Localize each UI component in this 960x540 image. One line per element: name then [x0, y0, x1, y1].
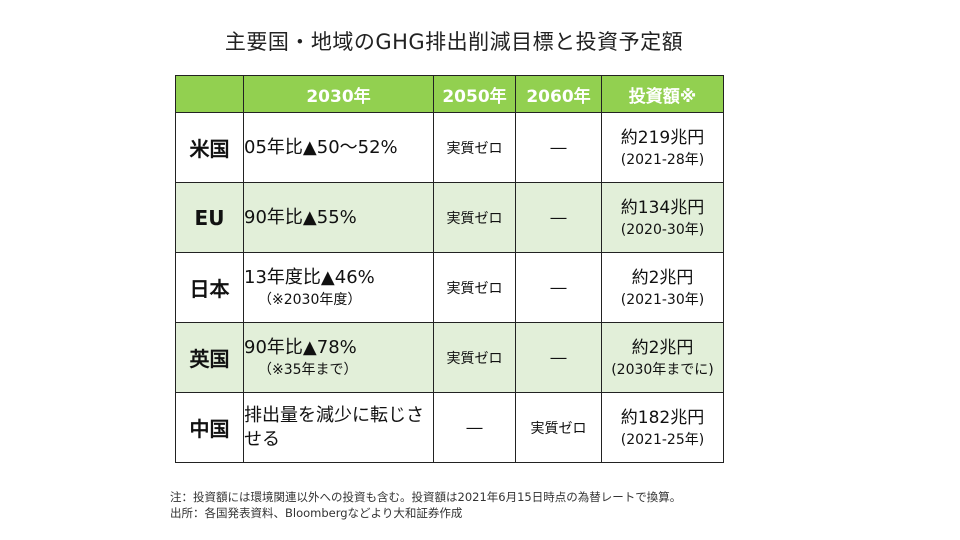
country-cell: 日本 [175, 252, 244, 323]
country-cell: 中国 [175, 392, 244, 463]
target-2030-text: 05年比▲50～52% [244, 136, 398, 158]
page-title: 主要国・地域のGHG排出削減目標と投資予定額 [224, 30, 684, 54]
investment-amount: 約134兆円 [620, 197, 705, 218]
target-2030-text: 90年比▲55% [244, 206, 357, 228]
investment-cell: 約2兆円 (2030年までに) [601, 322, 724, 393]
target-2030-text: 13年度比▲46% [244, 266, 375, 288]
investment-amount: 約2兆円 [631, 337, 694, 358]
target-2030-cell: 排出量を減少に転じさせる [243, 392, 434, 463]
target-2030-cell: 90年比▲55% [243, 182, 434, 253]
country-cell: EU [175, 182, 244, 253]
target-2060-cell: ― [515, 252, 602, 323]
table-row: EU 90年比▲55% 実質ゼロ ― 約134兆円 (2020-30年) [175, 182, 724, 253]
country-cell: 米国 [175, 112, 244, 183]
target-2030-text: 排出量を減少に転じさせる [244, 404, 425, 450]
target-2050-cell: 実質ゼロ [433, 252, 516, 323]
investment-amount: 約219兆円 [620, 127, 705, 148]
footnote-source: 出所：各国発表資料、Bloombergなどより大和証券作成 [170, 506, 463, 520]
country-cell: 英国 [175, 322, 244, 393]
footnotes: 注：投資額には環境関連以外への投資も含む。投資額は2021年6月15日時点の為替… [170, 489, 681, 521]
target-2030-note: （※35年まで） [258, 361, 358, 378]
investment-period: (2020-30年) [620, 221, 705, 238]
table-row: 中国 排出量を減少に転じさせる ― 実質ゼロ 約182兆円 (2021-25年) [175, 392, 724, 463]
header-2050: 2050年 [433, 75, 516, 113]
target-2030-text: 90年比▲78% [244, 336, 357, 358]
table-row: 日本 13年度比▲46% （※2030年度） 実質ゼロ ― 約2兆円 (2021… [175, 252, 724, 323]
target-2050-cell: 実質ゼロ [433, 322, 516, 393]
investment-period: (2021-30年) [620, 291, 705, 308]
target-2030-cell: 90年比▲78% （※35年まで） [243, 322, 434, 393]
target-2030-note: （※2030年度） [258, 291, 362, 308]
target-2060-cell: ― [515, 182, 602, 253]
header-blank [175, 75, 244, 113]
ghg-target-table: 2030年 2050年 2060年 投資額※ 米国 05年比▲50～52% 実質… [175, 75, 724, 463]
target-2050-cell: 実質ゼロ [433, 112, 516, 183]
investment-cell: 約134兆円 (2020-30年) [601, 182, 724, 253]
target-2050-cell: 実質ゼロ [433, 182, 516, 253]
investment-cell: 約219兆円 (2021-28年) [601, 112, 724, 183]
header-2030: 2030年 [243, 75, 434, 113]
footnote-note: 注：投資額には環境関連以外への投資も含む。投資額は2021年6月15日時点の為替… [170, 490, 682, 504]
target-2060-cell: ― [515, 112, 602, 183]
header-investment: 投資額※ [601, 75, 724, 113]
investment-period: (2021-25年) [620, 431, 705, 448]
target-2030-cell: 13年度比▲46% （※2030年度） [243, 252, 434, 323]
investment-period: (2021-28年) [620, 151, 705, 168]
investment-cell: 約2兆円 (2021-30年) [601, 252, 724, 323]
target-2050-cell: ― [433, 392, 516, 463]
investment-amount: 約182兆円 [620, 407, 705, 428]
target-2060-cell: ― [515, 322, 602, 393]
target-2060-cell: 実質ゼロ [515, 392, 602, 463]
investment-period: (2030年までに) [611, 361, 714, 378]
target-2030-cell: 05年比▲50～52% [243, 112, 434, 183]
table-row: 英国 90年比▲78% （※35年まで） 実質ゼロ ― 約2兆円 (2030年ま… [175, 322, 724, 393]
table-header-row: 2030年 2050年 2060年 投資額※ [175, 75, 724, 113]
investment-amount: 約2兆円 [631, 267, 694, 288]
header-2060: 2060年 [515, 75, 602, 113]
table-row: 米国 05年比▲50～52% 実質ゼロ ― 約219兆円 (2021-28年) [175, 112, 724, 183]
investment-cell: 約182兆円 (2021-25年) [601, 392, 724, 463]
